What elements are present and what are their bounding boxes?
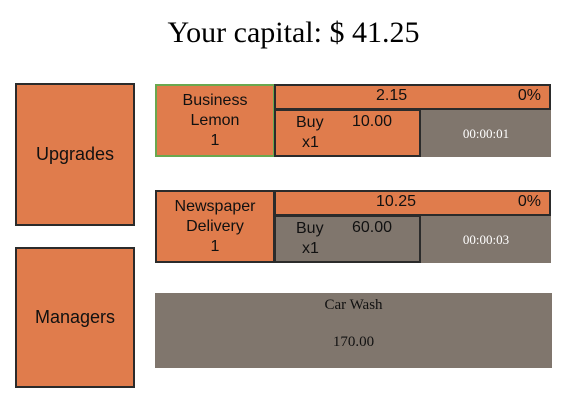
timer-display: 00:00:01 xyxy=(421,110,551,157)
upgrades-label: Upgrades xyxy=(35,144,115,164)
locked-business-car-wash[interactable]: Car Wash 170.00 xyxy=(155,293,552,368)
managers-label: Managers xyxy=(34,307,116,327)
locked-business-cost: 170.00 xyxy=(332,334,375,350)
buy-cost: 60.00 xyxy=(352,219,393,236)
buy-label-wrap: Buy x1 xyxy=(296,113,324,153)
business-name-line1: Newspaper xyxy=(174,197,256,215)
capital-display: Your capital: $ 41.25 xyxy=(167,16,420,49)
business-count: 1 xyxy=(210,131,220,149)
buy-cost: 10.00 xyxy=(352,113,393,130)
revenue-value: 2.15 xyxy=(376,87,408,104)
revenue-value: 10.25 xyxy=(376,193,417,210)
buy-label: Buy xyxy=(296,220,324,237)
revenue-bar: 10.25 0% xyxy=(274,190,551,216)
locked-business-name: Car Wash xyxy=(324,297,383,313)
buy-multiplier: x1 xyxy=(302,240,319,257)
buy-label: Buy xyxy=(296,114,324,131)
progress-percent: 0% xyxy=(517,193,541,210)
business-count: 1 xyxy=(210,237,220,255)
progress-percent: 0% xyxy=(517,87,541,104)
upgrades-button[interactable]: Upgrades xyxy=(15,83,135,226)
business-name-line2: Delivery xyxy=(186,217,244,235)
business-newspaper-button[interactable]: Newspaper Delivery 1 xyxy=(155,190,275,263)
buy-button[interactable]: Buy x1 10.00 xyxy=(274,109,421,157)
buy-button[interactable]: Buy x1 60.00 xyxy=(274,215,421,263)
managers-button[interactable]: Managers xyxy=(15,247,135,388)
business-name-line1: Business xyxy=(182,91,248,109)
buy-label-wrap: Buy x1 xyxy=(296,219,324,259)
timer-display: 00:00:03 xyxy=(421,216,551,263)
buy-multiplier: x1 xyxy=(302,134,319,151)
business-lemon-button[interactable]: Business Lemon 1 xyxy=(155,84,275,157)
revenue-bar: 2.15 0% xyxy=(274,84,551,110)
business-name-line2: Lemon xyxy=(190,111,240,129)
